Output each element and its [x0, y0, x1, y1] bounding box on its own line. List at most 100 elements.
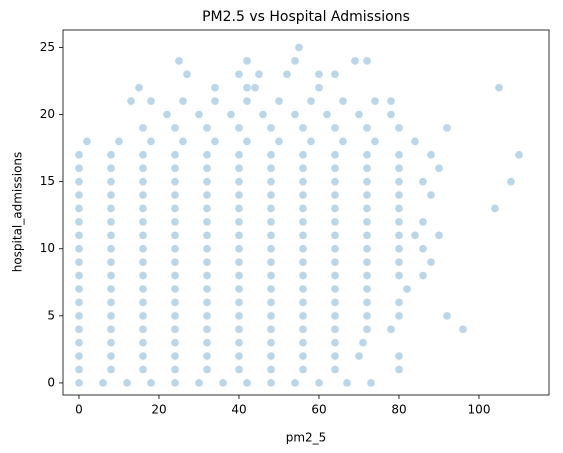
- scatter-point: [74, 298, 84, 307]
- scatter-point: [106, 177, 116, 186]
- x-tick-label: 60: [311, 403, 326, 417]
- scatter-point: [234, 231, 244, 240]
- scatter-point: [170, 177, 180, 186]
- scatter-point: [138, 177, 148, 186]
- scatter-point: [362, 244, 372, 253]
- scatter-point: [362, 284, 372, 294]
- scatter-point: [234, 365, 244, 374]
- scatter-point: [138, 324, 148, 334]
- scatter-point: [298, 123, 308, 133]
- scatter-point: [138, 163, 148, 173]
- scatter-point: [298, 150, 308, 160]
- scatter-point: [394, 365, 404, 374]
- scatter-point: [106, 311, 116, 321]
- scatter-point: [330, 284, 340, 294]
- x-tick-label: 20: [151, 403, 166, 417]
- scatter-point: [74, 204, 84, 213]
- scatter-point: [106, 150, 116, 160]
- scatter-point: [266, 298, 276, 307]
- scatter-point: [298, 284, 308, 294]
- scatter-point: [202, 311, 212, 321]
- scatter-point: [74, 365, 84, 374]
- scatter-point: [242, 96, 252, 106]
- scatter-point: [266, 204, 276, 213]
- scatter-point: [314, 70, 324, 79]
- scatter-point: [366, 378, 376, 388]
- scatter-point: [202, 338, 212, 347]
- scatter-point: [394, 217, 404, 227]
- scatter-point: [330, 257, 340, 267]
- y-tick-label: 0: [47, 375, 55, 389]
- scatter-point: [234, 244, 244, 253]
- scatter-point: [458, 324, 468, 334]
- plot-frame: [62, 29, 550, 396]
- scatter-point: [134, 83, 144, 92]
- scatter-point: [426, 257, 436, 267]
- scatter-point: [298, 190, 308, 200]
- scatter-point: [494, 83, 504, 92]
- scatter-point: [266, 365, 276, 374]
- scatter-point: [170, 231, 180, 240]
- scatter-point: [202, 190, 212, 200]
- scatter-point: [330, 123, 340, 133]
- scatter-point: [330, 217, 340, 227]
- scatter-point: [298, 217, 308, 227]
- scatter-point: [106, 324, 116, 334]
- scatter-point: [106, 351, 116, 361]
- scatter-point: [330, 298, 340, 307]
- scatter-point: [266, 244, 276, 253]
- scatter-point: [266, 324, 276, 334]
- scatter-point: [362, 123, 372, 133]
- y-tick-label: 25: [40, 40, 55, 54]
- scatter-point: [234, 271, 244, 280]
- scatter-point: [170, 257, 180, 267]
- scatter-point: [370, 96, 380, 106]
- scatter-point: [74, 257, 84, 267]
- scatter-point: [210, 137, 220, 146]
- scatter-point: [138, 257, 148, 267]
- scatter-point: [178, 96, 188, 106]
- scatter-point: [170, 271, 180, 280]
- scatter-point: [370, 137, 380, 146]
- scatter-point: [234, 257, 244, 267]
- x-tick-label: 100: [468, 403, 491, 417]
- scatter-point: [362, 163, 372, 173]
- scatter-point: [234, 338, 244, 347]
- scatter-point: [74, 324, 84, 334]
- scatter-point: [146, 137, 156, 146]
- scatter-point: [250, 83, 260, 92]
- scatter-point: [138, 284, 148, 294]
- scatter-point: [314, 378, 324, 388]
- scatter-point: [386, 324, 396, 334]
- scatter-point: [202, 284, 212, 294]
- scatter-point: [342, 378, 352, 388]
- scatter-point: [314, 83, 324, 92]
- scatter-point: [202, 150, 212, 160]
- scatter-point: [274, 96, 284, 106]
- scatter-point: [266, 123, 276, 133]
- scatter-point: [358, 338, 368, 347]
- y-tick-label: 5: [47, 308, 55, 322]
- scatter-point: [202, 217, 212, 227]
- scatter-point: [298, 351, 308, 361]
- chart-title: PM2.5 vs Hospital Admissions: [202, 9, 410, 25]
- scatter-point: [294, 43, 304, 52]
- scatter-point: [394, 163, 404, 173]
- scatter-point: [234, 311, 244, 321]
- scatter-point: [242, 137, 252, 146]
- scatter-point: [178, 137, 188, 146]
- scatter-point: [362, 298, 372, 307]
- scatter-point: [74, 177, 84, 186]
- scatter-point: [266, 163, 276, 173]
- scatter-point: [234, 177, 244, 186]
- scatter-point: [234, 150, 244, 160]
- scatter-point: [514, 150, 524, 160]
- scatter-point: [146, 96, 156, 106]
- scatter-point: [298, 298, 308, 307]
- y-tick-label: 15: [40, 174, 55, 188]
- scatter-point: [170, 204, 180, 213]
- scatter-point: [182, 70, 192, 79]
- scatter-point: [170, 123, 180, 133]
- scatter-point: [138, 231, 148, 240]
- scatter-point: [202, 231, 212, 240]
